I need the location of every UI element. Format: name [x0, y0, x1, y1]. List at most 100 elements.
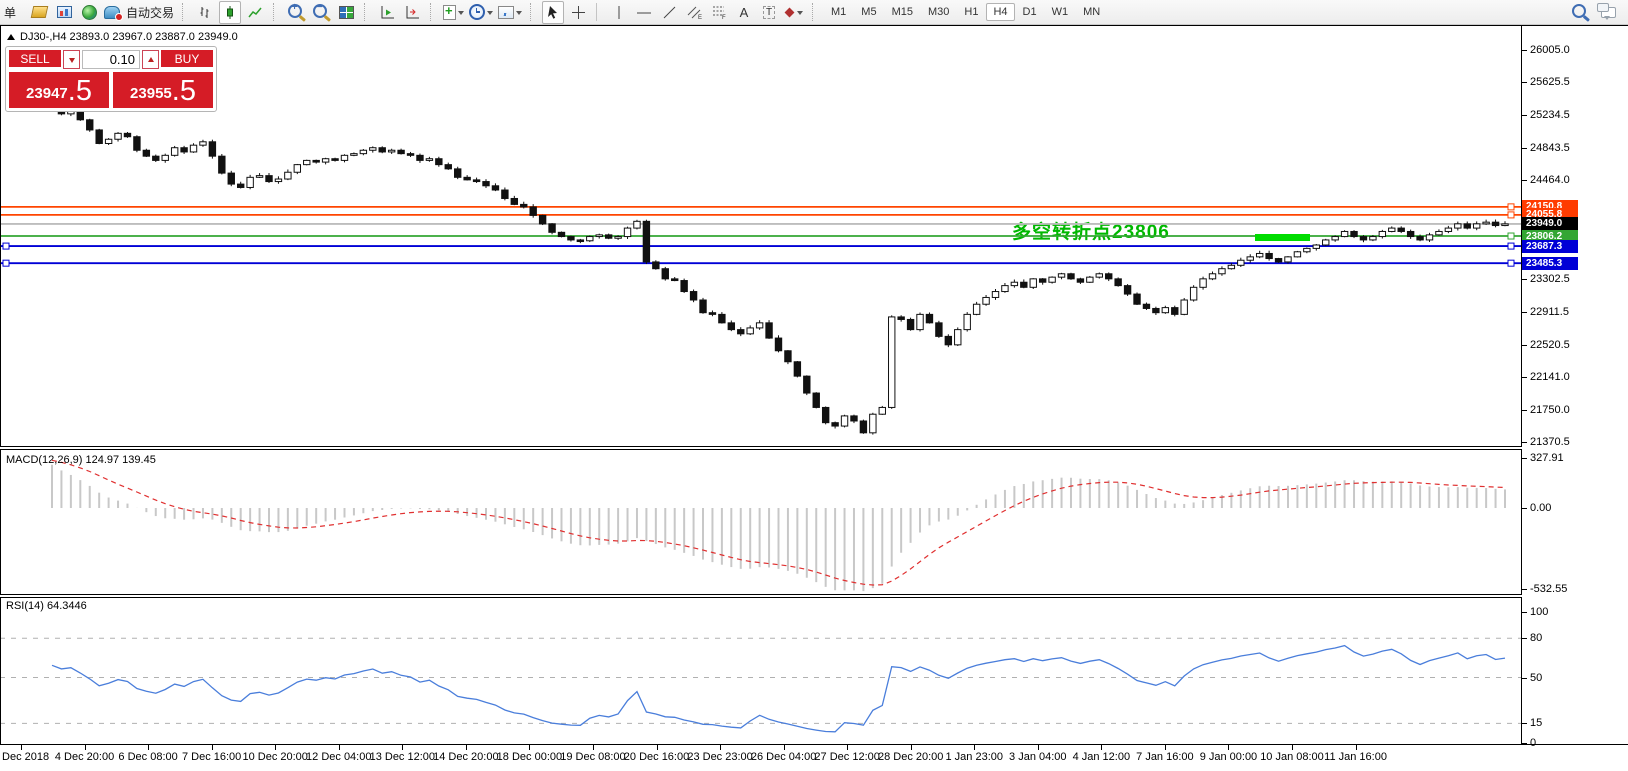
timeframe-H1[interactable]: H1: [964, 6, 979, 18]
chart-left-border: [0, 25, 1, 744]
timeframe-M5[interactable]: M5: [861, 6, 877, 18]
price-tick-label: 25234.5: [1530, 109, 1570, 122]
timeframe-W1[interactable]: W1: [1051, 6, 1069, 18]
toolbar-separator: [530, 3, 535, 21]
new-order-button[interactable]: 单: [3, 1, 25, 24]
sell-price-button[interactable]: 23947 .5: [9, 72, 109, 108]
time-tick-mark: [783, 744, 785, 750]
timeframe-M1[interactable]: M1: [831, 6, 847, 18]
line-chart-icon: [248, 7, 262, 17]
profiles-icon: [30, 6, 48, 18]
buy-price-frac: .5: [171, 75, 196, 107]
time-tick-label: 10 Dec 20:00: [242, 751, 308, 763]
chart-title: DJ30-,H4 23893.0 23967.0 23887.0 23949.0: [7, 31, 238, 43]
trendline-button[interactable]: [658, 1, 680, 24]
horizontal-line-button[interactable]: [633, 1, 655, 24]
zoom-in-icon: +: [287, 2, 302, 18]
macd-tick-label: -532.55: [1530, 583, 1568, 596]
text-label-button[interactable]: T: [758, 1, 780, 24]
rsi-pane[interactable]: [0, 598, 1521, 744]
navigator-button[interactable]: [78, 1, 100, 24]
timeframe-D1[interactable]: D1: [1022, 6, 1037, 18]
chart-collapse-icon[interactable]: [7, 34, 15, 40]
equidistant-channel-icon: E: [687, 6, 702, 20]
triangle-down-icon: [68, 57, 75, 66]
timeframe-M30[interactable]: M30: [927, 6, 950, 18]
time-tick-mark: [592, 744, 594, 750]
tile-windows-button[interactable]: [335, 1, 357, 24]
chat-icon: [1597, 2, 1616, 20]
templates-button[interactable]: [497, 1, 523, 24]
time-tick-label: 4 Jan 12:00: [1072, 751, 1131, 763]
volume-decrease-button[interactable]: [63, 50, 80, 69]
chat-button[interactable]: [1594, 1, 1617, 24]
time-tick-label: 18 Dec 00:00: [496, 751, 563, 763]
time-tick-mark: [656, 744, 658, 750]
toolbar-separator: [596, 3, 601, 21]
chart-annotation[interactable]: 多空转折点23806: [1012, 222, 1170, 243]
time-tick-label: 6 Dec 08:00: [118, 751, 178, 763]
market-watch-button[interactable]: [53, 1, 75, 24]
price-tag-23485.3: 23485.3: [1522, 256, 1578, 270]
chart-candles-button[interactable]: [219, 0, 242, 24]
green-highlight-marker[interactable]: [1255, 234, 1310, 241]
svg-text:F: F: [722, 15, 726, 20]
time-tick-mark: [402, 744, 404, 750]
search-button[interactable]: [1569, 1, 1591, 24]
crosshair-button[interactable]: [567, 1, 589, 24]
horizontal-line-icon: [637, 12, 652, 13]
text-button[interactable]: A: [733, 1, 755, 24]
buy-price-button[interactable]: 23955 .5: [113, 72, 213, 108]
toolbar-separator: [364, 3, 369, 21]
autotrading-button[interactable]: 自动交易: [103, 1, 175, 24]
text-label-icon: T: [762, 5, 776, 19]
time-tick-label: 3 Dec 2018: [0, 751, 50, 763]
zoom-in-button[interactable]: +: [285, 1, 307, 24]
pane-separator-macd[interactable]: [0, 446, 1522, 450]
time-axis-line[interactable]: [0, 744, 1628, 745]
sell-button[interactable]: SELL: [9, 50, 61, 69]
rsi-tick-mark: [1521, 677, 1527, 679]
timeframe-MN[interactable]: MN: [1083, 6, 1101, 18]
periods-button[interactable]: [468, 1, 494, 24]
macd-pane[interactable]: [0, 450, 1521, 594]
sell-label: SELL: [20, 51, 50, 66]
time-tick-label: 7 Jan 16:00: [1136, 751, 1194, 763]
zoom-out-button[interactable]: −: [310, 1, 332, 24]
buy-button[interactable]: BUY: [161, 50, 213, 69]
volume-increase-button[interactable]: [142, 50, 159, 69]
time-tick-label: 26 Dec 04:00: [750, 751, 817, 763]
chart-shift-button[interactable]: [401, 1, 423, 24]
price-tag-23687.3: 23687.3: [1522, 239, 1578, 253]
timeframe-H4[interactable]: H4: [986, 3, 1015, 21]
indicators-button[interactable]: [442, 1, 465, 24]
navigator-icon: [81, 4, 97, 20]
chart-line-button[interactable]: [244, 1, 266, 24]
search-icon: [1571, 3, 1586, 18]
pane-separator-rsi[interactable]: [0, 594, 1522, 598]
timeframe-M15[interactable]: M15: [891, 6, 913, 18]
vertical-line-button[interactable]: [608, 1, 630, 24]
chart-top-border: [0, 25, 1628, 26]
price-tick-label: 24843.5: [1530, 142, 1570, 155]
main-chart-pane[interactable]: [0, 25, 1521, 446]
price-tick-label: 21750.0: [1530, 403, 1570, 416]
channel-button[interactable]: E: [683, 1, 705, 24]
cursor-button[interactable]: [542, 0, 565, 24]
time-tick-label: 27 Dec 12:00: [814, 751, 880, 763]
rsi-tick-mark: [1521, 743, 1527, 744]
autoscroll-button[interactable]: [376, 1, 398, 24]
chart-bars-button[interactable]: [194, 1, 216, 24]
volume-input[interactable]: 0.10: [82, 50, 140, 69]
price-tick-mark: [1521, 376, 1527, 378]
text-icon: A: [739, 4, 749, 20]
profiles-button[interactable]: [28, 1, 50, 24]
price-axis-line[interactable]: [1521, 25, 1522, 744]
rsi-tick-mark: [1521, 612, 1527, 613]
time-tick-label: 28 Dec 20:00: [877, 751, 944, 763]
fibonacci-button[interactable]: F: [708, 1, 730, 24]
arrows-icon: [784, 7, 794, 17]
arrows-button[interactable]: [783, 1, 805, 24]
tile-windows-icon: [338, 5, 354, 19]
time-tick-mark: [847, 744, 849, 750]
